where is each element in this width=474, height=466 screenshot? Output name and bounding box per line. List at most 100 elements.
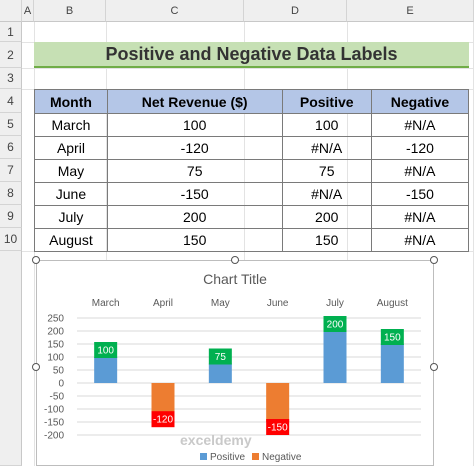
cell-net-revenue[interactable]: 100	[106, 113, 283, 137]
column-header-d[interactable]: D	[244, 0, 347, 22]
cell-month[interactable]: May	[34, 159, 108, 183]
table-row: July 200 200 #N/A	[34, 205, 470, 229]
cell-positive[interactable]: #N/A	[281, 136, 372, 160]
cell-positive[interactable]: #N/A	[281, 182, 372, 206]
data-label: 150	[384, 333, 401, 344]
row-header-6[interactable]: 6	[0, 136, 22, 159]
data-label-box	[323, 316, 347, 332]
column-chart[interactable]: Chart Title 250 200 150 100 50 0 -50 -100 -150 -20…	[37, 261, 433, 465]
cell-month[interactable]: August	[34, 228, 108, 252]
data-label: 100	[97, 346, 114, 357]
y-tick-label: -150	[44, 418, 64, 429]
cell-net-revenue[interactable]: -150	[106, 182, 283, 206]
legend-label: Positive	[210, 452, 245, 463]
cell-net-revenue[interactable]: 75	[106, 159, 283, 183]
row-header-5[interactable]: 5	[0, 113, 22, 136]
data-label-box	[380, 329, 404, 345]
row-header-2[interactable]: 2	[0, 42, 22, 68]
data-label: -150	[268, 423, 288, 434]
y-tick-label: 100	[47, 353, 64, 364]
table-row: August 150 150 #N/A	[34, 228, 470, 252]
legend-swatch	[252, 453, 259, 460]
table-row: April -120 #N/A -120	[34, 136, 470, 160]
resize-handle-top-left[interactable]	[32, 256, 40, 264]
bar	[208, 363, 232, 383]
data-label-box	[94, 342, 118, 358]
data-label: 200	[327, 320, 344, 331]
cell-positive[interactable]: 100	[281, 113, 372, 137]
resize-handle-middle-left[interactable]	[32, 363, 40, 371]
bar	[380, 344, 404, 383]
cell-negative[interactable]: #N/A	[370, 113, 470, 137]
header-month[interactable]: Month	[34, 89, 108, 114]
resize-handle-top-middle[interactable]	[231, 256, 239, 264]
y-tick-label: -100	[44, 405, 64, 416]
cell-negative[interactable]: #N/A	[370, 159, 470, 183]
cell-month[interactable]: June	[34, 182, 108, 206]
y-tick-label: 200	[47, 327, 64, 338]
category-label: May	[211, 298, 230, 309]
y-tick-label: 50	[53, 366, 65, 377]
legend-label: Negative	[262, 452, 302, 463]
revenue-table: Month Net Revenue ($) Positive Negative …	[34, 89, 470, 252]
bar	[151, 383, 175, 415]
data-label-box	[208, 348, 232, 365]
row-header-4[interactable]: 4	[0, 89, 22, 113]
header-negative[interactable]: Negative	[370, 89, 470, 114]
category-label: June	[267, 298, 289, 309]
select-all-corner[interactable]	[0, 0, 22, 22]
cell-month[interactable]: March	[34, 113, 108, 137]
resize-handle-middle-right[interactable]	[430, 363, 438, 371]
data-label-box	[266, 419, 290, 435]
bar	[323, 331, 347, 383]
cell-positive[interactable]: 150	[281, 228, 372, 252]
sheet-title[interactable]: Positive and Negative Data Labels	[34, 42, 469, 68]
cell-negative[interactable]: #N/A	[370, 228, 470, 252]
legend-swatch	[200, 453, 207, 460]
cell-positive[interactable]: 75	[281, 159, 372, 183]
table-row: June -150 #N/A -150	[34, 182, 470, 206]
column-header-c[interactable]: C	[106, 0, 244, 22]
row-header-1[interactable]: 1	[0, 22, 22, 42]
y-tick-label: 0	[58, 379, 64, 390]
header-net-revenue[interactable]: Net Revenue ($)	[106, 89, 283, 114]
y-tick-label: -50	[50, 392, 65, 403]
table-row: March 100 100 #N/A	[34, 113, 470, 137]
category-label: March	[92, 298, 120, 309]
category-label: August	[377, 298, 408, 309]
column-header-e[interactable]: E	[347, 0, 474, 22]
cell-negative[interactable]: -120	[370, 136, 470, 160]
cell-month[interactable]: July	[34, 205, 108, 229]
chart-area[interactable]: Chart Title 250 200 150 100 50 0 -50 -100 -150 -20…	[36, 260, 434, 466]
resize-handle-top-right[interactable]	[430, 256, 438, 264]
row-header-3[interactable]: 3	[0, 68, 22, 89]
cell-net-revenue[interactable]: -120	[106, 136, 283, 160]
data-label: -120	[153, 415, 173, 426]
y-tick-label: 250	[47, 314, 64, 325]
row-header-9[interactable]: 9	[0, 205, 22, 228]
cell-negative[interactable]: #N/A	[370, 205, 470, 229]
bar	[266, 383, 290, 422]
cell-net-revenue[interactable]: 200	[106, 205, 283, 229]
category-label: April	[153, 298, 173, 309]
row-header-7[interactable]: 7	[0, 159, 22, 182]
y-tick-label: -200	[44, 431, 64, 442]
data-label: 75	[215, 352, 227, 363]
cell-negative[interactable]: -150	[370, 182, 470, 206]
column-header-b[interactable]: B	[34, 0, 106, 22]
cell-month[interactable]: April	[34, 136, 108, 160]
table-row: May 75 75 #N/A	[34, 159, 470, 183]
row-header-10[interactable]: 10	[0, 228, 22, 251]
bar	[94, 357, 118, 383]
cell-net-revenue[interactable]: 150	[106, 228, 283, 252]
cell-positive[interactable]: 200	[281, 205, 372, 229]
column-header-a[interactable]: A	[22, 0, 34, 22]
y-tick-label: 150	[47, 340, 64, 351]
data-label-box	[151, 411, 175, 428]
watermark-logo: exceldemy	[180, 432, 252, 448]
category-label: July	[326, 298, 344, 309]
row-header-11[interactable]	[0, 251, 22, 466]
row-header-8[interactable]: 8	[0, 182, 22, 205]
header-positive[interactable]: Positive	[281, 89, 372, 114]
